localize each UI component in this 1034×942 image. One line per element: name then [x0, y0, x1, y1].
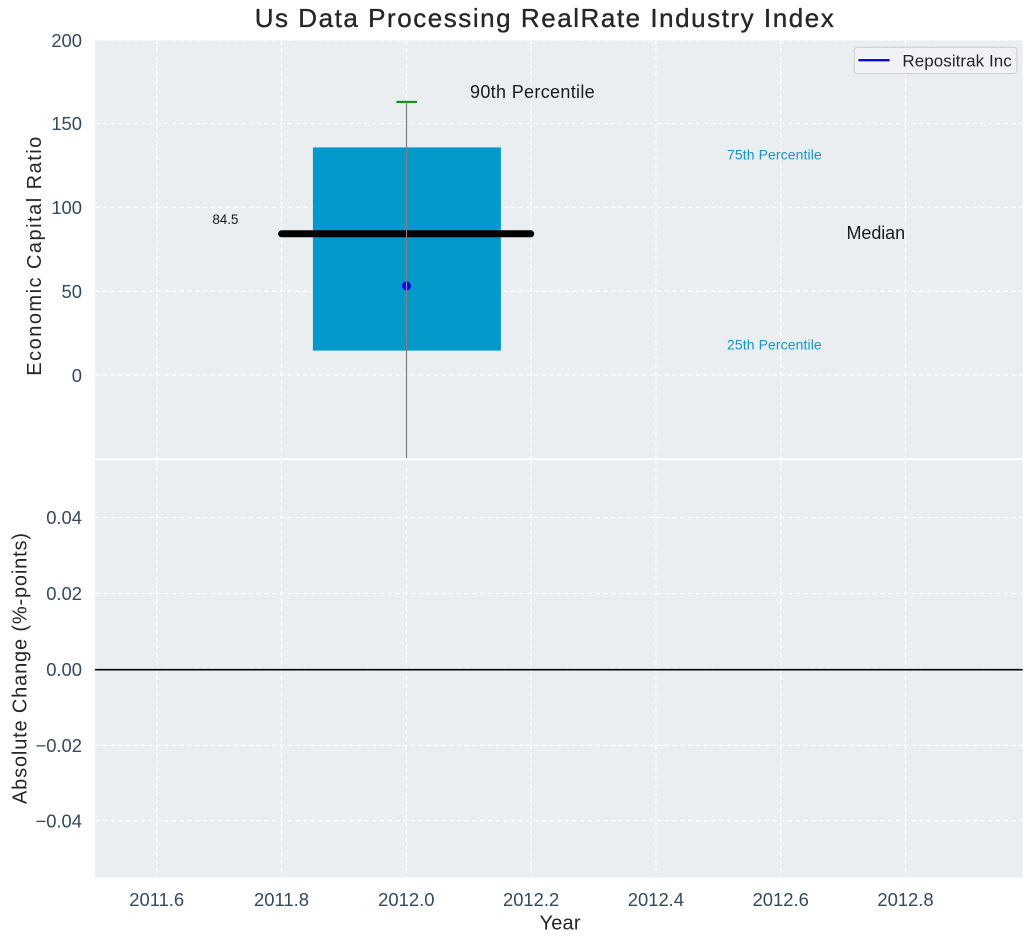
svg-text:200: 200 — [51, 30, 82, 51]
svg-text:Economic Capital Ratio: Economic Capital Ratio — [24, 137, 46, 376]
svg-text:2012.6: 2012.6 — [753, 889, 809, 910]
svg-text:0: 0 — [72, 365, 82, 386]
svg-text:Absolute Change (%-points): Absolute Change (%-points) — [9, 533, 31, 804]
svg-text:150: 150 — [51, 113, 82, 134]
svg-text:−0.02: −0.02 — [35, 735, 82, 756]
svg-text:50: 50 — [62, 281, 82, 302]
svg-text:Us Data Processing RealRate In: Us Data Processing RealRate Industry Ind… — [255, 3, 834, 33]
svg-text:Year: Year — [540, 913, 581, 935]
svg-text:2012.4: 2012.4 — [628, 889, 684, 910]
svg-text:0.02: 0.02 — [46, 583, 82, 604]
svg-text:Repositrak Inc: Repositrak Inc — [902, 52, 1012, 71]
svg-text:84.5: 84.5 — [212, 212, 238, 227]
svg-text:2012.2: 2012.2 — [503, 889, 559, 910]
svg-text:75th Percentile: 75th Percentile — [727, 146, 822, 162]
svg-text:0.04: 0.04 — [46, 507, 82, 528]
svg-text:100: 100 — [51, 197, 82, 218]
svg-text:2012.8: 2012.8 — [877, 889, 933, 910]
svg-text:−0.04: −0.04 — [35, 810, 82, 831]
svg-text:2011.8: 2011.8 — [254, 889, 309, 910]
svg-text:25th Percentile: 25th Percentile — [727, 337, 822, 353]
svg-text:0.00: 0.00 — [46, 659, 82, 680]
svg-text:2012.0: 2012.0 — [378, 889, 434, 910]
svg-text:Median: Median — [847, 223, 906, 243]
svg-text:2011.6: 2011.6 — [129, 889, 184, 910]
svg-text:90th Percentile: 90th Percentile — [470, 82, 595, 102]
